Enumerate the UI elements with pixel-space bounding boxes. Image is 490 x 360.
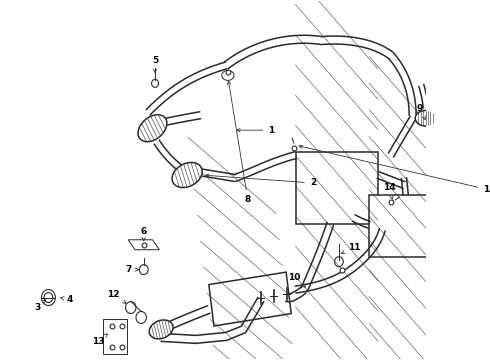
Text: 9: 9 — [416, 104, 425, 120]
Text: 12: 12 — [107, 290, 126, 303]
Ellipse shape — [149, 320, 173, 339]
Text: 1: 1 — [237, 126, 274, 135]
Bar — [209, 272, 291, 326]
Text: 13: 13 — [92, 334, 107, 346]
Text: 11: 11 — [342, 243, 361, 253]
Text: 10: 10 — [288, 273, 306, 287]
Bar — [103, 319, 127, 354]
Text: 4: 4 — [61, 295, 74, 304]
Text: 14: 14 — [383, 184, 395, 199]
Ellipse shape — [172, 162, 202, 188]
Text: 8: 8 — [227, 81, 251, 204]
Text: 14: 14 — [299, 145, 490, 194]
Bar — [369, 195, 432, 257]
Ellipse shape — [415, 111, 436, 126]
Text: 5: 5 — [152, 56, 158, 73]
Text: 3: 3 — [34, 300, 46, 312]
Text: 7: 7 — [126, 265, 139, 274]
Ellipse shape — [222, 71, 234, 80]
Bar — [295, 152, 378, 224]
Ellipse shape — [138, 115, 167, 142]
Text: 6: 6 — [141, 227, 147, 241]
Polygon shape — [128, 240, 159, 250]
Text: 2: 2 — [206, 174, 316, 188]
